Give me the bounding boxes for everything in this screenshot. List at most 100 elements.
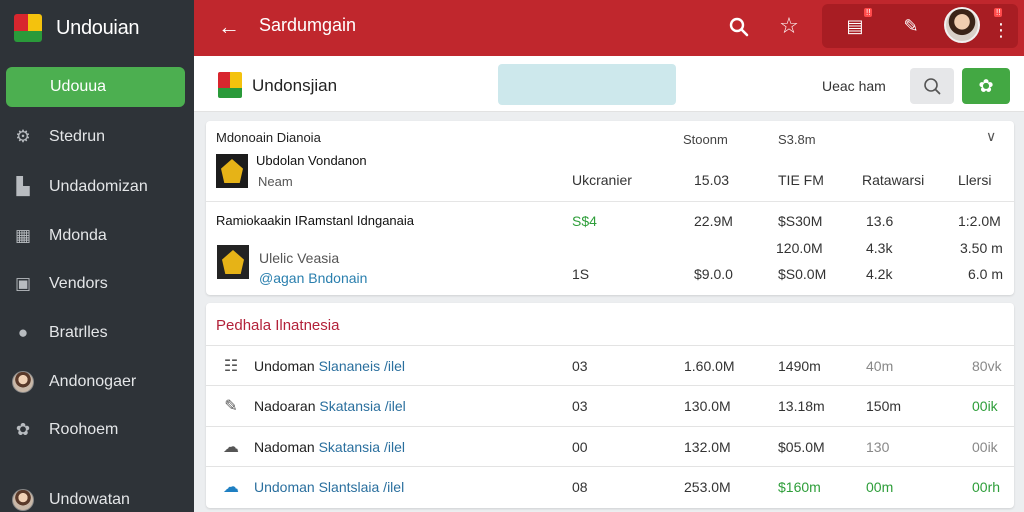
calendar-icon: ▦ <box>14 226 32 245</box>
cell: $9.0.0 <box>694 266 733 282</box>
cell: 13.6 <box>866 213 894 229</box>
bar-chart-icon: ▙ <box>16 177 30 196</box>
star-icon[interactable]: ☆ <box>779 13 799 38</box>
cell: 00rh <box>972 479 1001 495</box>
sidebar-item-undadomizan[interactable]: ▙ Undadomizan <box>0 169 194 205</box>
cell: 40m <box>866 358 894 374</box>
sidebar-item-label: Bratrlles <box>49 324 108 341</box>
sidebar-item-label: Andonogaer <box>49 373 137 390</box>
cell: 4.2k <box>866 266 893 282</box>
summary-card: Mdonoain Dianoia Stoonm S3.8m ∨ Ubdolan … <box>206 121 1014 295</box>
sidebar-item-mdonda[interactable]: ▦ Mdonda <box>0 218 194 254</box>
table-row[interactable]: ☷ Undoman Slananeis /ilel 03 1.60.0M 149… <box>206 345 1014 385</box>
row-subtitle: Neam <box>258 174 293 189</box>
cell: 80vk <box>972 358 1002 374</box>
sidebar-footer-user[interactable]: Undowatan <box>0 482 194 512</box>
table-row[interactable]: ✎ Nadoaran Skatansia /ilel 03 130.0M 13.… <box>206 385 1014 425</box>
sub-header: Undonsjian Ueac ham ✿ <box>194 56 1024 112</box>
app-title: Undouian <box>56 16 140 39</box>
notification-badge: !! <box>864 8 873 17</box>
user-label: Ueac ham <box>822 78 886 94</box>
gear-icon: ⚙ <box>15 127 31 146</box>
item-thumbnail <box>216 154 248 188</box>
refresh-icon: ✿ <box>978 75 994 96</box>
cell: 132.0M <box>684 439 731 455</box>
row-name[interactable]: Ubdolan Vondanon <box>256 153 367 168</box>
cell: Ukcranier <box>572 172 632 188</box>
cell: 1.60.0M <box>684 358 735 374</box>
sidebar-item-vendors[interactable]: ▣ Vendors <box>0 266 194 302</box>
cell: 150m <box>866 398 902 414</box>
row-name: Undoman Slantslaia /ilel <box>254 479 405 495</box>
cell: 6.0 m <box>968 266 1004 282</box>
column-header: S3.8m <box>778 132 816 147</box>
row-subtitle-link[interactable]: @agan Bndonain <box>259 270 368 286</box>
sidebar-item-label: Vendors <box>49 275 108 292</box>
chevron-down-icon[interactable]: ∨ <box>986 128 997 144</box>
sidebar-item-active[interactable]: Udouua <box>6 67 185 107</box>
cloud-upload-icon: ☁ <box>223 479 239 496</box>
refresh-button[interactable]: ✿ <box>962 68 1010 104</box>
toolbar-actions: ▤ !! ✎ !! ⋮ <box>822 4 1018 48</box>
sidebar-item-label: Undadomizan <box>49 178 148 195</box>
divider <box>206 201 1014 202</box>
row-name: Nadoman Skatansia /ilel <box>254 439 405 455</box>
cell: 13.18m <box>778 398 825 414</box>
sidebar-item-bratrlles[interactable]: ● Bratrlles <box>0 315 194 351</box>
brand-logo <box>218 72 242 98</box>
cell: S$4 <box>572 213 597 229</box>
top-bar: ← Sardumgain ☆ ▤ !! ✎ !! ⋮ <box>194 0 1024 56</box>
cell: $05.0M <box>778 439 825 455</box>
sidebar-item-stedrun[interactable]: ⚙ Stedrun <box>0 119 194 155</box>
more-vertical-icon[interactable]: ⋮ <box>992 19 1010 40</box>
sidebar-brand[interactable]: Undouian <box>0 0 194 56</box>
cell: 03 <box>572 358 588 374</box>
search-button[interactable] <box>910 68 954 104</box>
table-row[interactable]: ☁ Nadoman Skatansia /ilel 00 132.0M $05.… <box>206 426 1014 466</box>
sidebar-item-andonogaer[interactable]: Andonogaer <box>0 364 194 400</box>
cell: 00 <box>572 439 588 455</box>
table-row[interactable]: ☁ Undoman Slantslaia /ilel 08 253.0M $16… <box>206 466 1014 506</box>
cell: 253.0M <box>684 479 731 495</box>
cell: 22.9M <box>694 213 733 229</box>
cell: 3.50 m <box>960 240 1003 256</box>
sidebar-item-label: Mdonda <box>49 227 107 244</box>
cell: 00ik <box>972 398 998 414</box>
page-title: Sardumgain <box>259 15 357 35</box>
sidebar-item-label: Roohoem <box>49 421 119 438</box>
cell: $S30M <box>778 213 823 229</box>
cell: $160m <box>778 479 821 495</box>
cell: 08 <box>572 479 588 495</box>
cell: 1S <box>572 266 590 282</box>
cell: 15.03 <box>694 172 730 188</box>
row-name: Undoman Slananeis /ilel <box>254 358 405 374</box>
edit-icon[interactable]: ✎ <box>903 15 919 36</box>
cell: Llersi <box>958 172 992 188</box>
search-icon <box>924 78 941 95</box>
edit-icon: ✎ <box>224 398 238 415</box>
section-title: Undonsjian <box>252 76 338 95</box>
search-input[interactable] <box>498 64 676 105</box>
cell: 4.3k <box>866 240 893 256</box>
search-icon[interactable] <box>724 12 754 42</box>
sidebar-item-roohoem[interactable]: ✿ Roohoem <box>0 412 194 448</box>
back-arrow-icon[interactable]: ← <box>218 14 240 39</box>
card-heading: Mdonoain Dianoia <box>216 130 321 145</box>
cell: Ratawarsi <box>862 172 925 188</box>
sidebar-item-label: Stedrun <box>49 128 106 145</box>
notification-badge: !! <box>994 8 1003 17</box>
cell: 1:2.0M <box>958 213 1001 229</box>
detail-card: Pedhala Ilnatnesia ☷ Undoman Slananeis /… <box>206 303 1014 508</box>
list-icon: ☷ <box>223 358 239 375</box>
cell: $S0.0M <box>778 266 827 282</box>
cell: TIE FM <box>778 172 824 188</box>
report-icon[interactable]: ▤ <box>846 15 864 36</box>
user-avatar[interactable] <box>944 7 980 43</box>
cell: 00ik <box>972 439 998 455</box>
cell: 130 <box>866 439 890 455</box>
row-name: Nadoaran Skatansia /ilel <box>254 398 406 414</box>
cell: 120.0M <box>776 240 823 256</box>
id-card-icon: ▣ <box>14 274 32 293</box>
row-name[interactable]: Ulelic Veasia <box>259 250 340 266</box>
row-name[interactable]: Ramiokaakin IRamstanl Idnganaia <box>216 213 414 228</box>
